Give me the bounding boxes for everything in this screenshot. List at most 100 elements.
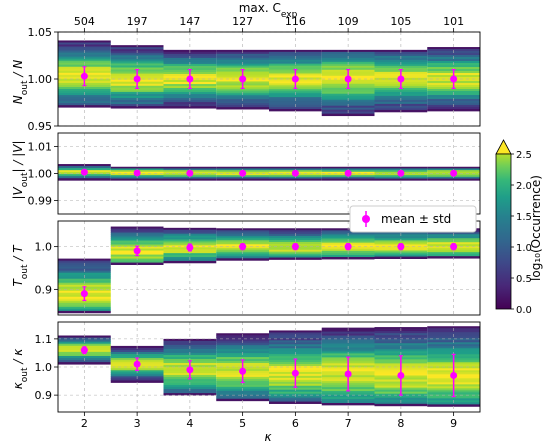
x-tick-label-5: 7 [345,417,352,430]
top-tick-label-7: 101 [443,15,464,28]
legend-label: mean ± std [381,212,451,226]
mean-marker [239,367,247,375]
top-tick-label-3: 127 [232,15,253,28]
hist-cell [110,380,164,383]
hist-cell [427,350,480,353]
colorbar: 0.0 0.5 1.0 1.5 2.0 2.5 log₁₀(Occurrence) [495,139,543,316]
hist-cell [163,100,217,103]
hist-cell [58,355,111,359]
hist-cell [374,51,428,55]
hist-cell [110,356,164,359]
hist-cell [110,260,164,263]
top-axis-label: max. Cexp [239,1,298,20]
legend: mean ± std [349,205,477,233]
hist-cell [216,101,269,104]
hist-cell [163,342,217,346]
top-tick-label-1: 197 [127,15,148,28]
hist-cell [269,236,322,239]
hist-cell [321,397,375,400]
hist-cell [163,65,217,69]
panel-2: 0.99 1.00 1.01 [28,132,481,215]
hist-cell [427,178,480,181]
hist-cell [427,404,480,407]
hist-cell [321,107,375,111]
hist-cell [427,47,480,50]
hist-cell [374,93,428,97]
hist-cell [374,166,428,169]
hist-cell [163,229,217,233]
mean-marker [186,169,194,177]
hist-cell [269,230,322,233]
y-tick-label: 1.00 [28,168,53,181]
hist-cell [269,344,322,347]
mean-marker [239,169,247,177]
hist-cell [58,166,111,169]
mean-marker [450,75,458,83]
hist-cell [321,53,375,57]
hist-cell [163,255,217,258]
hist-cell [58,88,111,92]
colorbar-tick-label: 2.0 [516,181,532,192]
mean-marker [344,75,352,83]
hist-cell [321,178,375,181]
hist-cell [216,396,269,400]
hist-cell [269,107,322,110]
hist-cell [427,254,480,257]
hist-cell [110,349,164,353]
hist-cell [163,90,217,93]
panel-3: 0.9 1.0 [35,220,481,316]
hist-cell [216,398,269,402]
hist-cell [163,102,217,105]
hist-cell [163,237,217,240]
mean-marker [80,290,88,298]
hist-cell [110,372,164,375]
hist-cell [216,384,269,388]
mean-marker [450,243,458,251]
hist-cell [374,349,428,352]
hist-cell [321,343,375,346]
hist-cell [163,391,217,394]
mean-marker [133,360,141,368]
hist-cell [58,46,111,49]
legend-box [349,205,477,233]
hist-cell [269,59,322,63]
hist-cell [216,230,269,233]
hist-cell [321,63,375,67]
hist-cell [110,354,164,357]
hist-cell [216,178,269,181]
hist-cell [163,385,217,388]
hist-cell [269,178,322,181]
mean-marker [397,243,405,251]
hist-cell [321,65,375,69]
hist-cell [58,308,111,312]
hist-cell [374,107,428,111]
hist-cell [269,350,322,353]
hist-cell [110,106,164,109]
hist-cell [269,336,322,339]
hist-cell [110,95,164,99]
x-axis-label: κ [264,430,272,444]
hist-cell [110,53,164,56]
hist-cell [269,166,322,169]
colorbar-tick-label: 1.5 [516,212,532,223]
hist-cell [110,47,164,50]
hist-cell [321,252,375,256]
hist-cell [110,89,164,93]
hist-cell [163,63,217,67]
hist-cell [163,96,217,99]
hist-cell [58,101,111,104]
mean-marker [239,75,247,83]
hist-cell [427,65,480,68]
hist-cell [269,342,322,345]
hist-cell [58,40,111,43]
hist-cell [427,59,480,62]
hist-cell [58,353,111,357]
mean-marker [291,369,299,377]
hist-cell [110,102,164,105]
hist-cell [427,336,480,339]
hist-cell [374,178,428,181]
hist-cell [269,53,322,57]
hist-cell [110,178,164,181]
panel-frame [57,321,481,413]
